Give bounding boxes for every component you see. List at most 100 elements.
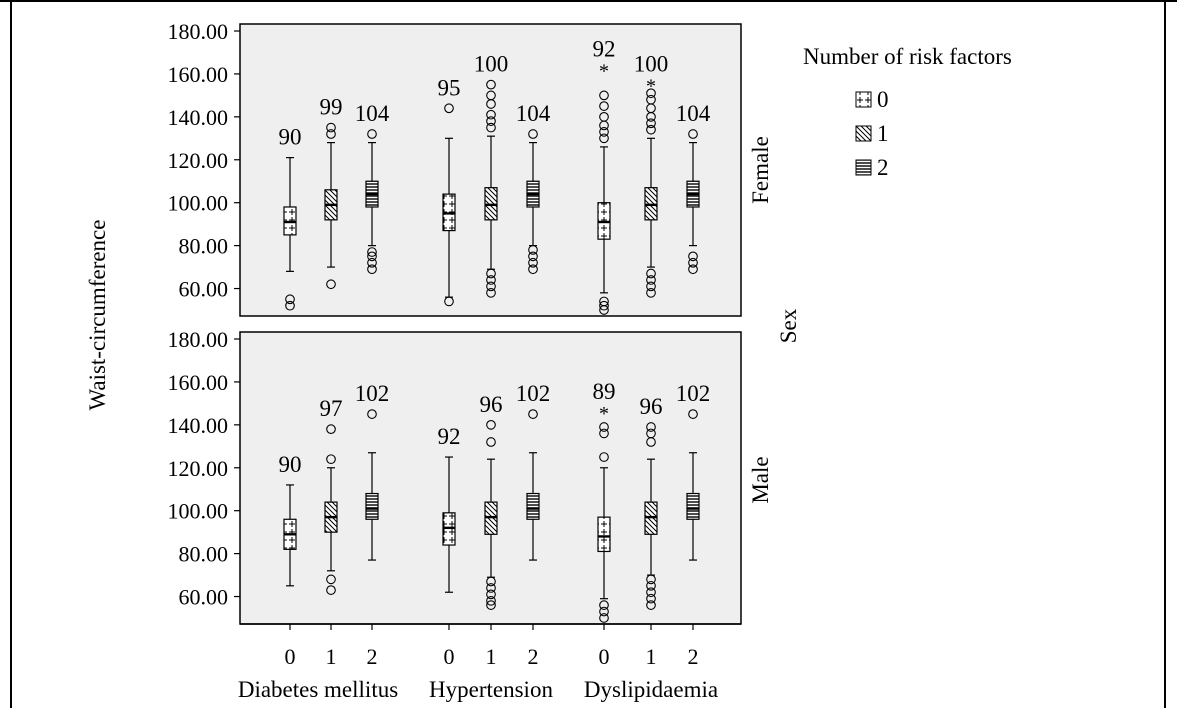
y-tick-label: 120.00 (168, 148, 229, 173)
outlier-point (486, 419, 496, 430)
outlier-point (599, 296, 609, 307)
outlier-point (367, 409, 377, 419)
y-tick-label: 100.00 (168, 191, 229, 216)
x-tick-label: 2 (688, 644, 699, 669)
x-tick-label: 1 (326, 644, 337, 669)
x-tick-label: 0 (599, 644, 610, 669)
outlier-point (326, 424, 336, 434)
outlier-point (599, 422, 609, 432)
outlier-point (528, 129, 538, 139)
outlier-point (646, 268, 656, 279)
extreme-point: * (646, 76, 656, 98)
outlier-point (646, 118, 656, 129)
outlier-point (599, 133, 609, 144)
x-tick-label: 2 (367, 644, 378, 669)
box-count-label: 102 (516, 381, 551, 406)
y-tick-label: 80.00 (179, 234, 229, 259)
outlier-point (646, 287, 656, 298)
outlier-point (486, 583, 496, 593)
outlier-point (326, 129, 336, 139)
y-tick-label: 140.00 (168, 105, 229, 130)
box-count-label: 90 (279, 452, 302, 477)
outlier-point (486, 116, 496, 126)
y-tick-label: 180.00 (168, 327, 229, 352)
box-count-label: 89 (593, 379, 616, 404)
outlier-point (486, 589, 496, 600)
y-tick-label: 60.00 (179, 277, 229, 302)
x-tick-label: 1 (646, 644, 657, 669)
x-tick-label: 2 (528, 644, 539, 669)
outlier-point (599, 127, 609, 137)
outlier-point (444, 103, 454, 114)
legend-swatch-1 (855, 125, 872, 142)
outlier-point (326, 585, 336, 595)
outlier-point (528, 245, 538, 255)
y-tick-label: 100.00 (168, 499, 229, 524)
outlier-point (599, 300, 609, 311)
outlier-point (367, 257, 377, 268)
outlier-point (528, 264, 538, 275)
legend-label-0: 0 (877, 87, 889, 112)
outlier-point (646, 275, 656, 285)
y-tick-label: 160.00 (168, 370, 229, 395)
box-body (597, 516, 611, 553)
y-tick-label: 140.00 (168, 413, 229, 438)
x-tick-label: 0 (285, 644, 296, 669)
outlier-point (285, 300, 295, 311)
outlier-point (688, 257, 698, 268)
outlier-point (599, 90, 609, 101)
legend-swatch-0 (855, 91, 872, 108)
box-count-label: 92 (438, 424, 461, 449)
outlier-point (486, 437, 496, 447)
outlier-point (646, 124, 656, 135)
extreme-point: * (599, 403, 609, 425)
outlier-point (646, 94, 656, 105)
outlier-point (326, 279, 336, 290)
outlier-point (688, 264, 698, 275)
outlier-point (444, 296, 454, 307)
outlier-point (599, 600, 609, 610)
outlier-point (528, 257, 538, 268)
box-count-label: 100 (474, 52, 509, 77)
box-count-label: 104 (516, 101, 551, 126)
outlier-point (599, 111, 609, 122)
box-count-label: 104 (676, 101, 711, 126)
box-body (686, 492, 700, 520)
outlier-point (367, 129, 377, 139)
outlier-point (599, 428, 609, 439)
outlier-point (599, 101, 609, 111)
outlier-point (688, 251, 698, 262)
outlier-point (688, 129, 698, 139)
box-count-label: 95 (438, 75, 461, 100)
outlier-point (486, 122, 496, 133)
group-label: Diabetes mellitus (238, 677, 398, 702)
box-count-label: 90 (279, 125, 302, 150)
box-count-label: 100 (634, 52, 669, 77)
box-count-label: 92 (593, 37, 616, 62)
outlier-point (599, 613, 609, 623)
facet-label-female: Female (748, 136, 773, 204)
y-tick-label: 60.00 (179, 585, 229, 610)
group-label: Dyslipidaemia (584, 677, 718, 702)
plot-marks: 60.0080.00100.00120.00140.00160.00180.00… (168, 19, 719, 702)
box-count-label: 102 (355, 381, 390, 406)
outlier-point (486, 576, 496, 587)
outlier-point (486, 268, 496, 279)
y-tick-label: 120.00 (168, 456, 229, 481)
legend-entry-1: 1 (855, 121, 889, 146)
outlier-point (528, 409, 538, 419)
outlier-point (646, 580, 656, 591)
box-count-label: 102 (676, 381, 711, 406)
legend-label-1: 1 (877, 121, 889, 146)
outlier-point (646, 587, 656, 598)
outlier-point (367, 247, 377, 257)
outlier-point (688, 409, 698, 419)
legend: Number of risk factors 0 1 2 (803, 44, 1012, 180)
x-tick-label: 1 (486, 644, 497, 669)
legend-title: Number of risk factors (803, 44, 1012, 69)
outlier-point (486, 109, 496, 120)
outlier-point (599, 452, 609, 462)
facet-label-male: Male (748, 456, 773, 503)
outlier-point (486, 595, 496, 606)
